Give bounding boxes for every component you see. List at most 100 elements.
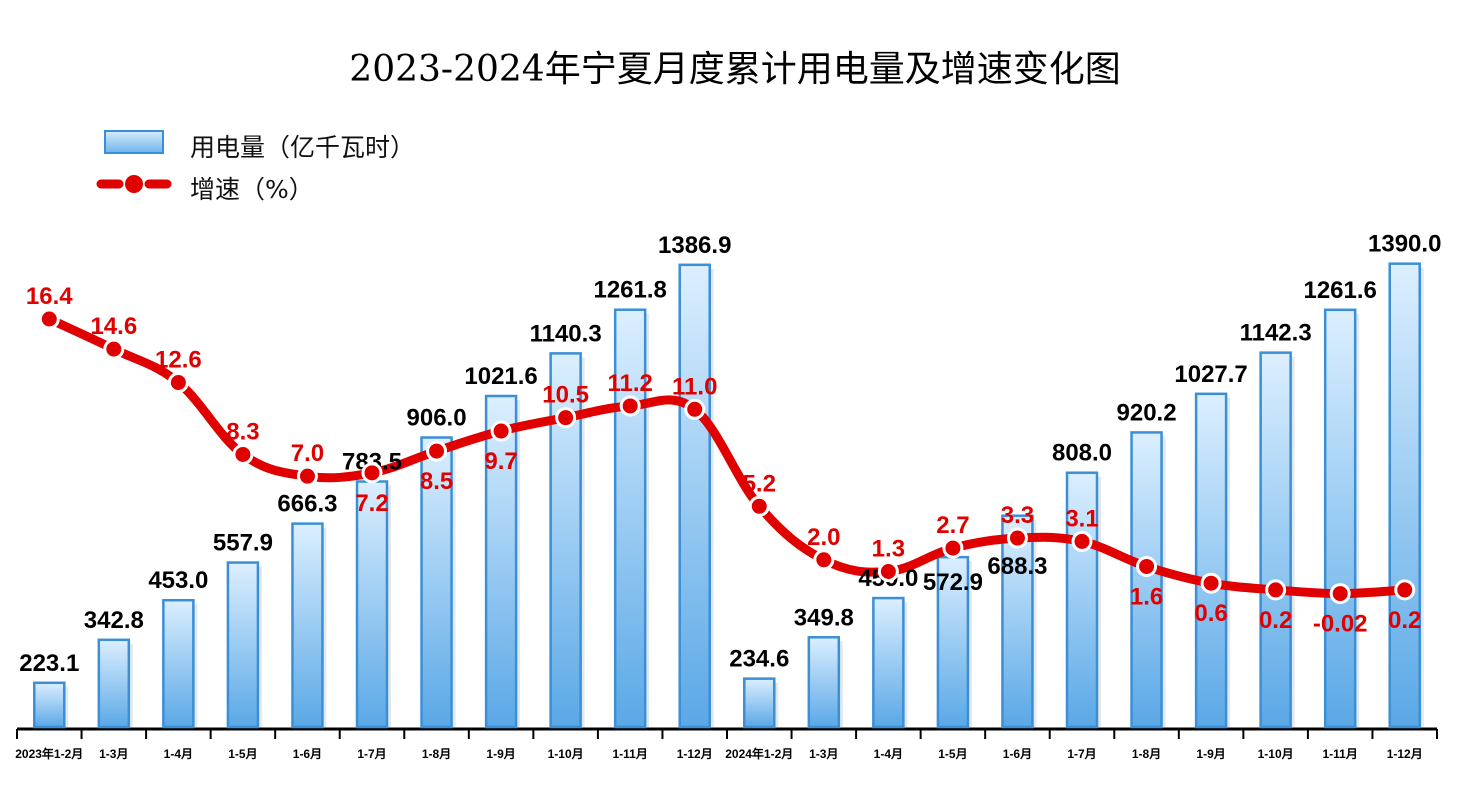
growth-value-label: 0.2: [1259, 607, 1292, 634]
bar-value-label: 342.8: [84, 607, 144, 634]
bar-value-label: 920.2: [1117, 399, 1177, 426]
bar-value-label: 557.9: [213, 530, 273, 557]
bar: [1065, 471, 1099, 729]
bar-value-label: 1386.9: [658, 232, 731, 259]
bar-value-label: 1027.7: [1174, 361, 1247, 388]
x-tick-label: 1-7月: [1067, 747, 1096, 761]
bar-value-label: 1390.0: [1368, 231, 1441, 258]
growth-value-label: 7.2: [355, 490, 388, 517]
bar-value-label: 453.0: [148, 567, 208, 594]
bar: [420, 436, 453, 729]
x-tick-label: 1-6月: [293, 747, 322, 761]
growth-value-label: 7.0: [291, 440, 324, 467]
growth-value-label: 10.5: [542, 382, 589, 409]
growth-value-label: 2.7: [936, 512, 969, 539]
growth-value-label: 8.5: [420, 468, 453, 495]
bar-value-label: 1142.3: [1240, 320, 1312, 347]
bar-value-label: 572.9: [923, 569, 983, 596]
bar: [1323, 308, 1357, 729]
bar-value-label: 666.3: [277, 491, 337, 518]
legend-bar-swatch: [104, 130, 164, 154]
growth-marker: [1071, 530, 1093, 552]
growth-marker: [38, 308, 60, 330]
growth-line: [47, 314, 1405, 599]
bar-value-label: 1261.6: [1303, 277, 1376, 304]
bar: [291, 522, 324, 729]
growth-marker: [877, 560, 899, 582]
growth-marker: [1394, 579, 1416, 601]
growth-marker: [490, 420, 512, 442]
growth-value-label: 11.2: [607, 370, 652, 397]
legend-line-label: 增速（%）: [190, 175, 314, 204]
growth-marker: [296, 465, 318, 487]
bar-value-label: 1140.3: [530, 320, 602, 347]
bar-value-label: 808.0: [1052, 440, 1112, 467]
growth-marker: [361, 462, 383, 484]
chart-title: 2023-2024年宁夏月度累计用电量及增速变化图: [349, 49, 1121, 90]
x-tick-label: 2023年1-2月: [15, 746, 83, 761]
growth-marker: [748, 495, 770, 517]
x-tick-label: 1-11月: [613, 747, 648, 761]
growth-value-label: 14.6: [90, 313, 137, 340]
bar: [1194, 392, 1228, 729]
x-tick-label: 1-6月: [1003, 747, 1032, 761]
bar-value-label: 223.1: [19, 650, 79, 677]
x-tick-label: 1-11月: [1323, 747, 1358, 761]
growth-marker: [619, 395, 641, 417]
growth-value-label: 11.0: [672, 373, 717, 400]
growth-marker: [426, 440, 448, 462]
bar: [1001, 514, 1034, 729]
x-tick-label: 1-8月: [1132, 747, 1161, 761]
growth-value-label: 12.6: [155, 347, 202, 374]
growth-value-label: 1.3: [872, 535, 905, 562]
x-tick-label: 1-3月: [99, 747, 128, 761]
bar: [807, 636, 841, 729]
x-tick-label: 1-8月: [422, 747, 451, 761]
legend-line-marker: [125, 175, 143, 193]
x-tick-label: 1-9月: [1196, 747, 1225, 761]
bar: [1259, 351, 1292, 729]
x-tick-label: 1-4月: [164, 747, 193, 761]
bar: [1388, 262, 1421, 729]
bar: [226, 561, 260, 729]
x-tick-label: 1-3月: [809, 747, 838, 761]
x-tick-label: 2024年1-2月: [725, 746, 793, 761]
bar: [97, 638, 131, 729]
legend-bar-label: 用电量（亿千瓦时）: [190, 133, 416, 162]
growth-value-label: 8.3: [226, 418, 259, 445]
growth-marker: [167, 372, 189, 394]
x-tick-label: 1-7月: [357, 747, 386, 761]
growth-marker: [942, 537, 964, 559]
growth-value-label: 16.4: [26, 283, 73, 310]
growth-value-label: 9.7: [484, 448, 517, 475]
growth-value-label: 0.6: [1194, 600, 1227, 627]
x-tick-label: 1-10月: [548, 747, 584, 761]
x-tick-label: 1-10月: [1258, 747, 1294, 761]
bar: [162, 598, 195, 729]
growth-value-label: 3.1: [1065, 505, 1098, 532]
bar: [678, 263, 711, 729]
bar: [484, 394, 518, 729]
growth-value-label: -0.02: [1313, 611, 1368, 638]
bar: [613, 308, 647, 729]
growth-marker: [1329, 583, 1351, 605]
x-tick-label: 1-5月: [938, 747, 967, 761]
growth-marker: [103, 338, 125, 360]
growth-value-label: 0.2: [1388, 607, 1421, 634]
growth-marker: [1136, 555, 1158, 577]
x-tick-label: 1-12月: [1387, 747, 1423, 761]
growth-marker: [232, 443, 254, 465]
bar: [936, 555, 970, 729]
growth-value-label: 5.2: [743, 470, 776, 497]
bar-value-label: 906.0: [407, 405, 467, 432]
growth-value-label: 3.3: [1001, 502, 1034, 529]
x-tick-label: 1-12月: [677, 747, 713, 761]
x-tick-label: 1-9月: [486, 747, 515, 761]
x-tick-label: 1-5月: [228, 747, 257, 761]
bar-value-label: 349.8: [794, 604, 854, 631]
growth-marker: [1200, 572, 1222, 594]
growth-value-label: 1.6: [1130, 583, 1163, 610]
